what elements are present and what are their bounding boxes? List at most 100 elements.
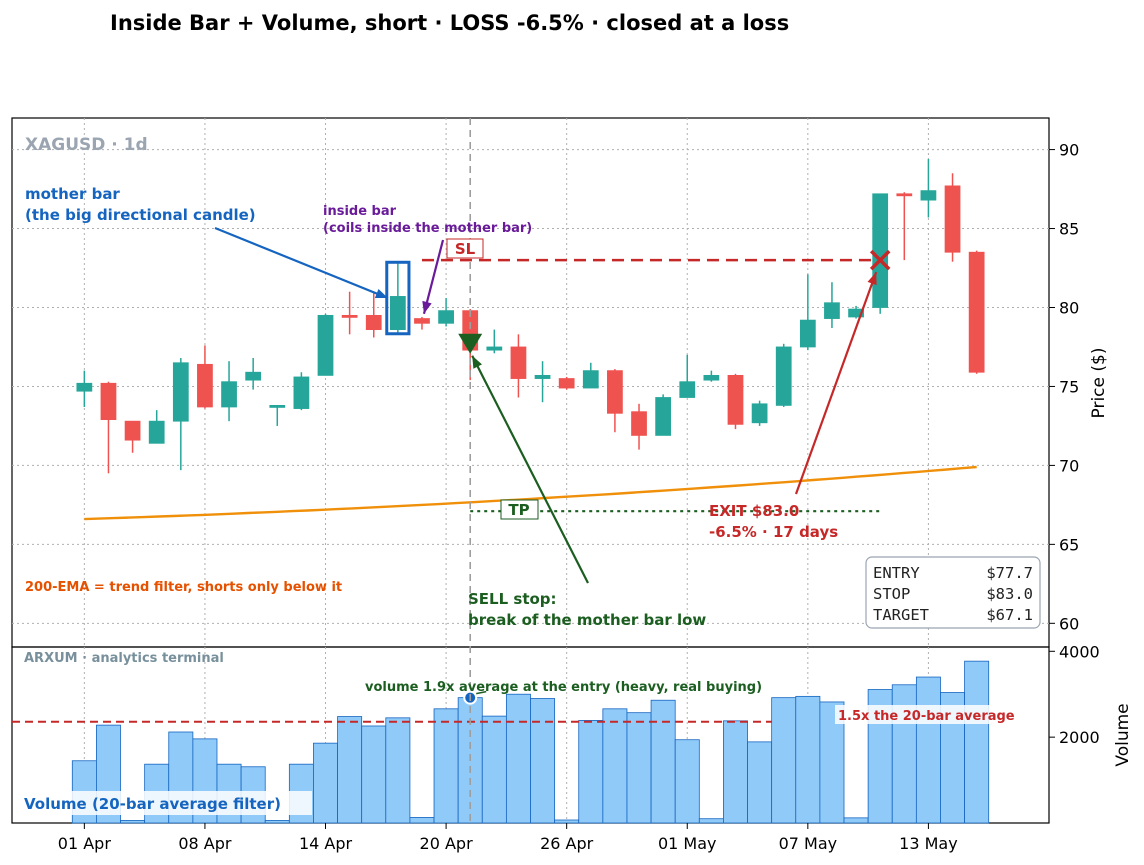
candle-body <box>414 318 430 324</box>
volume-bar <box>433 708 459 824</box>
sell-label: SELL stop: <box>468 590 557 608</box>
avg-note: 1.5x the 20-bar average <box>838 709 1015 724</box>
candle-body <box>389 296 406 331</box>
exit-label: EXIT $83.0 <box>709 502 799 520</box>
watermark: ARXUM · analytics terminal <box>24 651 224 666</box>
x-tick-label: 26 Apr <box>540 834 594 853</box>
candle-body <box>365 314 382 331</box>
volume-bar <box>481 715 507 824</box>
inside-bar-label: (coils inside the mother bar) <box>323 221 532 236</box>
candle-body <box>872 193 889 308</box>
candle-body <box>631 411 647 436</box>
candle-body <box>245 371 262 381</box>
sell-arrow <box>471 355 589 584</box>
exit-label: -6.5% · 17 days <box>709 523 838 541</box>
volume-bar <box>313 742 338 824</box>
candle-body <box>76 382 93 392</box>
x-tick-label: 13 May <box>899 834 958 853</box>
x-tick-label: 01 May <box>658 834 717 853</box>
volume-bar <box>795 695 821 824</box>
volume-bar <box>337 716 363 824</box>
tp-tag-box <box>500 499 539 520</box>
candle-body <box>824 302 840 319</box>
exit-arrow <box>794 271 878 495</box>
candle-body <box>679 381 696 398</box>
candle-body <box>293 376 310 409</box>
symbol-label: XAGUSD · 1d <box>25 135 148 155</box>
x-tick-label: 14 Apr <box>299 834 353 853</box>
price-tick-label: 90 <box>1059 141 1079 160</box>
mother-bar-label: (the big directional candle) <box>25 206 256 224</box>
price-tick-label: 70 <box>1059 456 1079 475</box>
trade-summary-value: $83.0 <box>986 585 1033 603</box>
candle-body <box>582 370 599 389</box>
tp-tag: TP <box>508 501 529 519</box>
exit-arrow-head <box>867 272 877 286</box>
candle-body <box>607 370 623 414</box>
candle-body <box>124 420 141 441</box>
x-tick-label: 20 Apr <box>420 834 474 853</box>
volume-bar <box>698 818 724 824</box>
volume-bar <box>409 817 435 824</box>
candle-body <box>968 251 985 373</box>
volume-bar <box>554 819 580 824</box>
candle-body <box>510 346 527 379</box>
trade-summary-value: $77.7 <box>986 564 1033 582</box>
volume-bar <box>385 717 411 824</box>
x-tick-label: 01 Apr <box>58 834 112 853</box>
mother-bar-label: mother bar <box>25 185 120 203</box>
price-layer <box>76 159 985 521</box>
volume-bar <box>626 712 652 824</box>
candle-body <box>197 363 213 408</box>
sell-label: break of the mother bar low <box>468 611 706 629</box>
price-y-ticks: 60 65 70 75 80 85 90 <box>1049 141 1079 633</box>
chart-title: Inside Bar + Volume, short · LOSS -6.5% … <box>110 11 789 35</box>
sell-entry-marker <box>458 333 483 354</box>
candle-body <box>317 314 334 376</box>
inside-bar-arrow <box>422 239 445 315</box>
candle-body <box>438 310 454 324</box>
candle-body <box>848 308 864 318</box>
trade-summary-value: $67.1 <box>986 606 1033 624</box>
volume-bar <box>650 699 676 824</box>
volume-panel-label: Volume (20-bar average filter) <box>24 795 281 813</box>
volume-bar <box>361 725 387 824</box>
volume-bar <box>915 676 941 824</box>
exit-marker <box>869 249 891 271</box>
price-tick-label: 80 <box>1059 298 1079 317</box>
ema-200-line <box>84 465 977 521</box>
candle-body <box>799 319 816 348</box>
price-tick-label: 85 <box>1059 220 1079 239</box>
inside-bar-arrow-head <box>422 300 432 314</box>
candle-body <box>341 314 358 318</box>
candle-body <box>655 397 672 436</box>
volume-bar <box>674 739 700 824</box>
mother-bar-arrow <box>214 226 389 300</box>
trade-summary-label: TARGET <box>873 606 929 624</box>
volume-bar <box>264 820 290 824</box>
trade-summary-label: ENTRY <box>873 564 920 582</box>
volume-bar <box>723 720 748 824</box>
candle-body <box>221 381 237 408</box>
candle-body <box>751 403 768 424</box>
inside-bar-label: inside bar <box>323 204 397 219</box>
price-tick-label: 75 <box>1059 377 1079 396</box>
volume-bar <box>747 741 773 824</box>
candle-body <box>148 420 165 444</box>
sl-tag: SL <box>455 240 476 258</box>
trade-summary-label: STOP <box>873 585 910 603</box>
volume-tick-label: 2000 <box>1059 728 1100 747</box>
volume-bar <box>964 660 990 824</box>
candle-body <box>534 374 551 379</box>
volume-bar <box>771 697 797 824</box>
volume-tick-label: 4000 <box>1059 642 1100 661</box>
candle-body <box>944 185 961 253</box>
candle-body <box>269 404 286 408</box>
price-tick-label: 65 <box>1059 535 1079 554</box>
volume-entry-pointer <box>476 690 487 695</box>
candle-body <box>703 374 720 381</box>
sl-tag-box <box>446 238 484 259</box>
volume-axis-label: Volume <box>1113 703 1133 766</box>
mother-bar-arrow-head <box>374 289 388 299</box>
